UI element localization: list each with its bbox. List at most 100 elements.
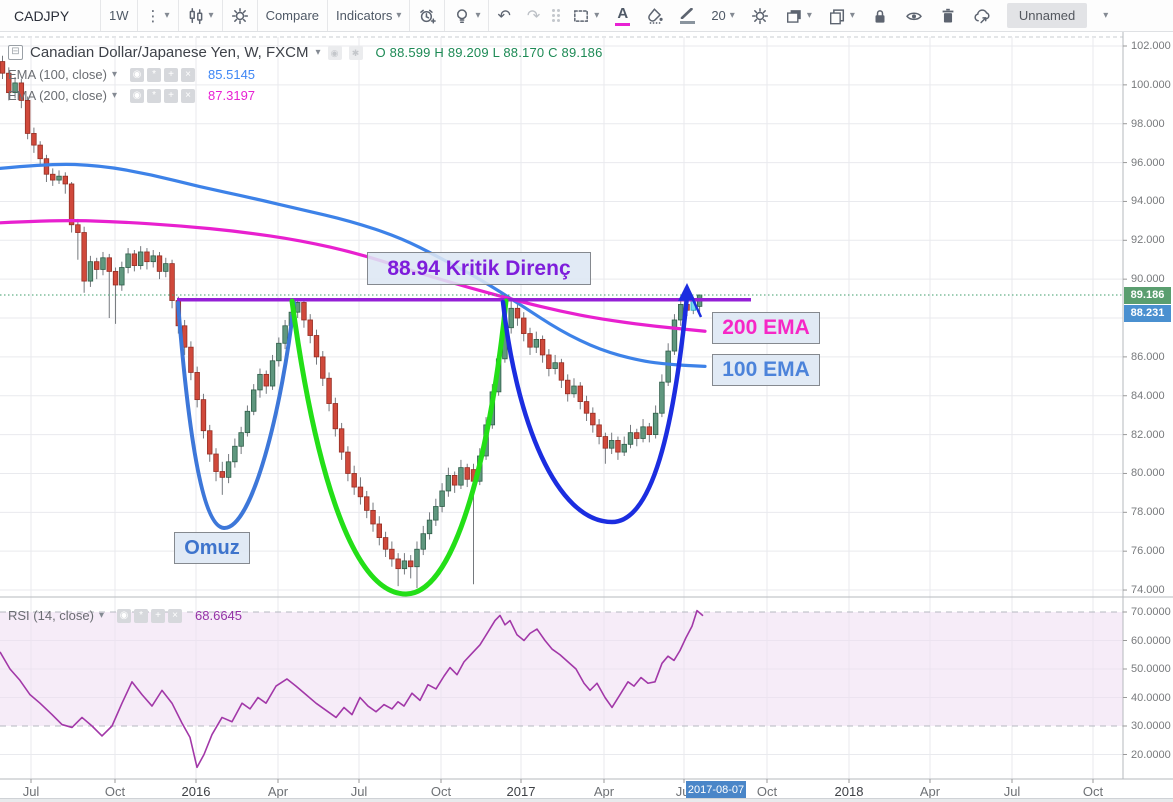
indicator-value: 87.3197 [208,88,256,103]
ma200-line[interactable] [0,219,707,333]
layout-name-button[interactable]: Unnamed [999,0,1095,31]
resistance-annotation[interactable]: 88.94 Kritik Direnç [367,252,591,285]
indicator-settings-button[interactable]: * [134,608,149,623]
indicator-row-rsi: RSI (14, close) ▾ ◉ * + × 68.6645 [8,608,242,623]
ma100-line[interactable] [0,162,707,369]
indicator-settings-button[interactable]: * [147,67,162,82]
layout-menu-button[interactable]: ▾ [1095,0,1116,31]
chart-style-button[interactable]: ▾ [179,0,222,31]
chevron-down-icon[interactable]: ▾ [112,68,118,80]
line-color-button[interactable] [672,0,703,31]
ema200-annotation[interactable]: 200 EMA [712,312,820,344]
price-tick-label: 80.000 [1131,467,1165,480]
chevron-down-icon: ▾ [475,9,481,21]
indicator-close-button[interactable]: × [181,88,196,103]
fill-color-button[interactable] [638,0,672,31]
time-tick-label: Oct [104,784,126,799]
time-tick-label: Apr [267,784,289,799]
level-price-label: 88.231 [1124,305,1171,322]
price-tick-label: 78.000 [1131,506,1165,519]
add-alert-button[interactable] [410,0,444,31]
top-toolbar: CADJPY 1W ⋮ ▾ ▾ Compare Indicators ▾ [0,0,1173,32]
indicator-row-ema200: EMA (200, close) ▾ ◉ * + × 87.3197 [8,88,255,103]
text-color-button[interactable]: A [607,0,638,31]
time-tick-label: Oct [756,784,778,799]
indicator-eye-button[interactable]: ◉ [117,608,132,623]
price-tick-label: 100.000 [1131,78,1171,91]
left-shoulder-arc[interactable] [176,301,296,531]
chart-legend-header: ⊟ Canadian Dollar/Japanese Yen, W, FXCM … [8,44,603,61]
indicator-add-button[interactable]: + [164,67,179,82]
indicators-button[interactable]: Indicators ▾ [336,8,402,23]
right-shoulder-arc[interactable] [500,293,690,525]
indicator-settings-button[interactable]: * [147,88,162,103]
hide-drawings-button[interactable] [897,0,931,31]
time-tick-label: 2018 [834,784,864,799]
collapse-pane-icon[interactable]: ⊟ [8,45,23,60]
rsi-tick-label: 60.0000 [1131,634,1171,647]
price-tick-label: 96.000 [1131,156,1165,169]
alarm-clock-plus-icon [418,7,436,25]
price-tick-label: 98.000 [1131,117,1165,130]
indicator-close-button[interactable]: × [181,67,196,82]
gear-icon [231,7,249,25]
remove-drawings-button[interactable] [931,0,965,31]
indicator-close-button[interactable]: × [168,608,183,623]
shoulder-annotation[interactable]: Omuz [174,532,250,564]
interval-menu-button[interactable]: ⋮ ▾ [145,7,170,25]
ema100-annotation[interactable]: 100 EMA [712,354,820,386]
chevron-down-icon: ▾ [1103,9,1109,21]
lock-drawings-button[interactable] [863,0,897,31]
gear-mini-icon[interactable]: ✱ [348,45,363,60]
chevron-down-icon[interactable]: ▾ [315,46,321,58]
time-tick-label: 2017 [506,784,536,799]
redo-button[interactable]: ↷ [519,0,548,31]
rsi-line[interactable] [0,609,704,769]
ohlc-values: O 88.599 H 89.209 L 88.170 C 89.186 [375,45,603,60]
marker-pen-icon [680,8,696,24]
chevron-down-icon: ▾ [396,9,402,21]
price-tick-label: 74.000 [1131,584,1165,597]
indicator-eye-button[interactable]: ◉ [130,67,145,82]
lightbulb-icon [453,7,471,25]
price-tick-label: 94.000 [1131,195,1165,208]
ideas-button[interactable]: ▾ [445,0,488,31]
indicator-eye-button[interactable]: ◉ [130,88,145,103]
selection-tool-button[interactable]: ▾ [564,0,607,31]
crosshair-date-label: 2017-08-07 [686,781,746,799]
indicator-add-button[interactable]: + [164,88,179,103]
candlestick-icon [187,7,205,25]
eye-mini-icon[interactable]: ◉ [327,45,342,60]
undo-button[interactable]: ↶ [489,0,518,31]
layers-button[interactable]: ▾ [777,0,820,31]
trash-icon [942,8,954,23]
text-color-icon: A [615,6,631,26]
compare-button[interactable]: Compare [265,8,320,23]
clone-button[interactable]: ▾ [820,0,863,31]
indicator-name: EMA (200, close) [8,88,107,103]
drawing-toolbar-grip[interactable] [548,9,564,22]
chevron-down-icon[interactable]: ▾ [98,609,105,621]
chart-title: Canadian Dollar/Japanese Yen, W, FXCM [30,44,309,61]
price-tick-label: 102.000 [1131,40,1171,52]
interval-button[interactable]: 1W [109,8,129,23]
drawing-properties-button[interactable] [743,0,777,31]
indicator-value: 68.6645 [195,608,243,623]
font-size-button[interactable]: 20 ▾ [711,8,735,23]
price-tick-label: 90.000 [1131,273,1165,286]
indicator-name: EMA (100, close) [8,67,107,82]
time-tick-label: Jul [350,784,368,799]
indicator-add-button[interactable]: + [151,608,166,623]
candlestick-series [0,55,703,589]
save-layout-cloud-button[interactable] [965,0,999,31]
chevron-down-icon: ▾ [849,9,855,21]
layers-icon [785,9,801,25]
chevron-down-icon[interactable]: ▾ [112,89,118,101]
rsi-tick-label: 50.0000 [1131,663,1171,675]
head-arc[interactable] [289,298,509,597]
last-price-label: 89.186 [1124,287,1171,304]
chart-properties-button[interactable] [223,0,257,31]
symbol-search-button[interactable]: CADJPY [14,7,70,24]
